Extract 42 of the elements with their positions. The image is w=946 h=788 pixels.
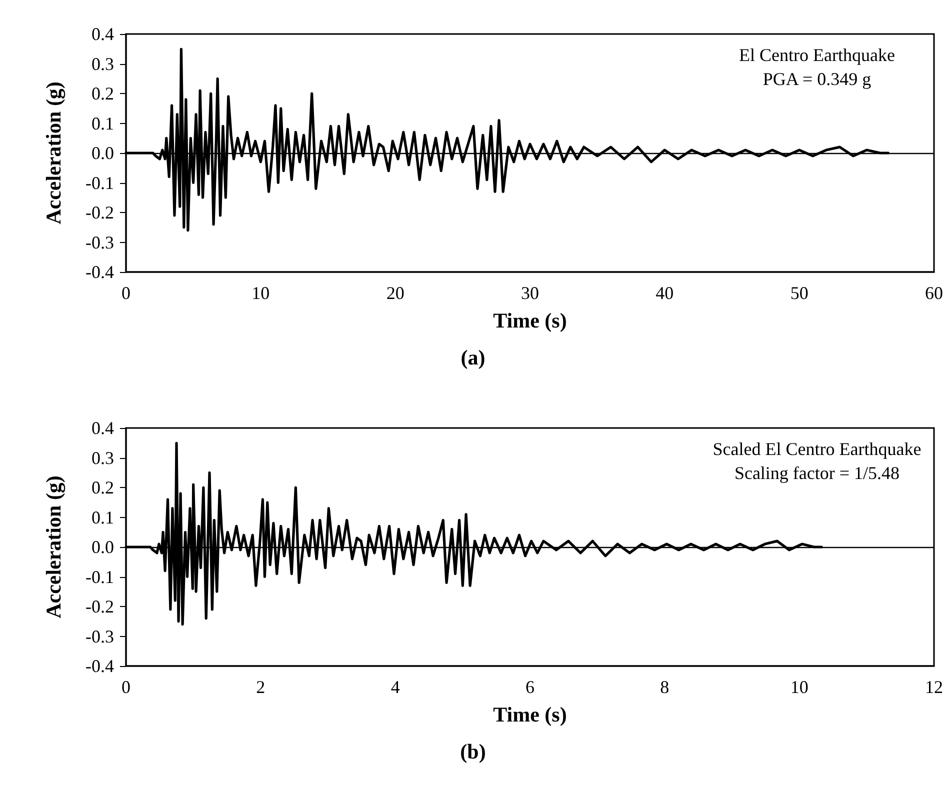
- text: (b): [460, 740, 486, 764]
- annotation: Scaling factor = 1/5.48: [734, 463, 900, 483]
- x-tick-label: 30: [521, 283, 539, 303]
- y-tick-label: 0.0: [92, 143, 114, 163]
- y-tick-label: -0.1: [86, 172, 114, 193]
- y-tick-label: -0.3: [86, 626, 114, 646]
- annotation: El Centro Earthquake: [739, 45, 895, 65]
- x-tick-label: 50: [790, 283, 808, 303]
- x-tick-label: 4: [390, 677, 400, 697]
- annotation: PGA = 0.349 g: [762, 69, 872, 89]
- y-tick-label: -0.1: [86, 566, 114, 587]
- y-tick-label: -0.2: [86, 596, 114, 616]
- text: (a): [460, 346, 486, 370]
- x-tick-label: 6: [526, 677, 534, 697]
- x-axis-title: Time (s): [493, 702, 567, 726]
- y-axis-title: Acceleration (g): [42, 476, 66, 618]
- x-tick-label: 20: [386, 283, 404, 303]
- x-tick-label: 40: [656, 283, 674, 303]
- y-tick-label: -0.4: [86, 262, 114, 282]
- x-tick-label: 2: [256, 677, 266, 697]
- annotation: Scaled El Centro Earthquake: [712, 439, 922, 459]
- y-tick-label: 0.4: [92, 418, 114, 438]
- x-tick-label: 10: [790, 677, 808, 697]
- y-axis-title: Acceleration (g): [42, 82, 66, 224]
- y-tick-label: 0.3: [92, 448, 114, 468]
- y-tick-label: -0.3: [86, 232, 114, 252]
- y-tick-label: 0.3: [92, 54, 114, 74]
- y-tick-label: -0.4: [86, 656, 114, 676]
- y-tick-label: 0.4: [92, 24, 114, 44]
- x-tick-label: 0: [122, 283, 130, 303]
- x-axis-title: Time (s): [493, 308, 567, 332]
- y-tick-label: 0.1: [92, 113, 114, 134]
- x-tick-label: 10: [252, 283, 270, 303]
- x-tick-label: 60: [925, 283, 943, 303]
- x-tick-label: 12: [925, 677, 943, 697]
- y-tick-label: 0.0: [92, 537, 114, 557]
- y-tick-label: 0.2: [92, 478, 114, 498]
- y-tick-label: 0.2: [92, 84, 114, 104]
- y-tick-label: -0.2: [86, 202, 114, 222]
- y-tick-label: 0.1: [92, 507, 114, 528]
- x-tick-label: 8: [660, 677, 670, 697]
- x-tick-label: 0: [122, 677, 130, 697]
